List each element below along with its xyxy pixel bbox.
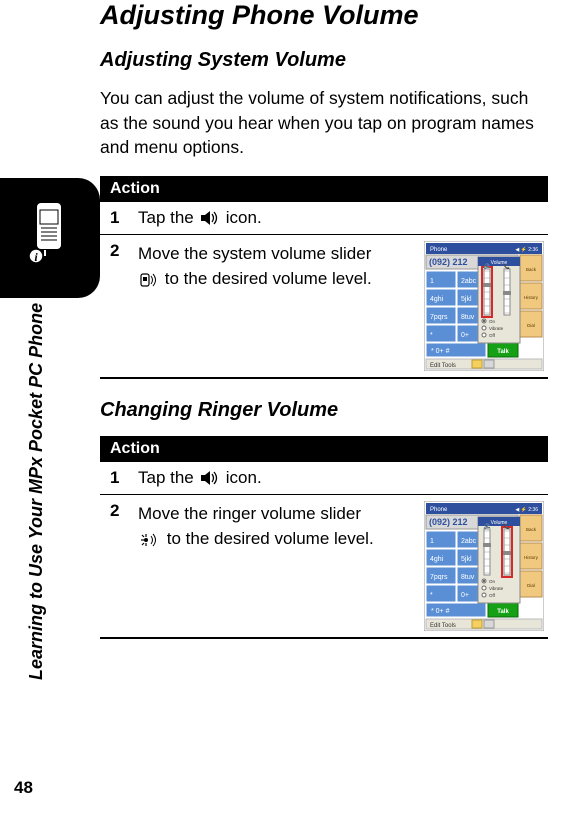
step-number: 2	[100, 234, 128, 378]
svg-text:2abc: 2abc	[461, 278, 477, 285]
svg-text:Vibrate: Vibrate	[489, 326, 504, 331]
table-header-row: Action	[100, 176, 548, 202]
svg-text:0+: 0+	[461, 332, 469, 339]
svg-text:History: History	[524, 295, 539, 300]
step-number: 1	[100, 462, 128, 495]
step2-line2: to the desired volume level.	[167, 529, 374, 548]
speaker-icon	[200, 211, 220, 225]
step2-line1: Move the system volume slider	[138, 244, 371, 263]
svg-text:(092) 212: (092) 212	[429, 257, 468, 267]
section1-intro: You can adjust the volume of system noti…	[100, 86, 548, 160]
svg-text:◀ ⚡ 2:36: ◀ ⚡ 2:36	[515, 246, 538, 253]
svg-text:Vibrate: Vibrate	[489, 586, 504, 591]
svg-text:Back: Back	[526, 267, 537, 272]
sidebar-tab: i	[0, 178, 100, 298]
main-title: Adjusting Phone Volume	[100, 0, 548, 31]
phone-screenshot-system: Phone ◀ ⚡ 2:36 (092) 212 Back History Dial 1 2a…	[424, 241, 544, 371]
svg-text:4ghi: 4ghi	[430, 556, 444, 563]
table-row: 1 Tap the icon.	[100, 202, 548, 235]
svg-text:Back: Back	[526, 527, 537, 532]
svg-text:* 0+ #: * 0+ #	[431, 608, 450, 615]
section-vertical-label: Learning to Use Your MPx Pocket PC Phone	[26, 303, 47, 680]
section1-title: Adjusting System Volume	[100, 49, 548, 72]
svg-text:5jkl: 5jkl	[461, 296, 472, 303]
svg-text:* 0+ #: * 0+ #	[431, 348, 450, 355]
svg-text:Edit Tools: Edit Tools	[430, 623, 456, 629]
action-header: Action	[100, 436, 548, 462]
action-header: Action	[100, 176, 548, 202]
section2-table: Action 1 Tap the icon.	[100, 436, 548, 639]
svg-text:Off: Off	[489, 593, 496, 598]
step-text: Tap the icon.	[128, 462, 548, 495]
svg-text:Dial: Dial	[527, 323, 535, 328]
page: i Learning to Use Your MPx Pocket PC Pho…	[0, 0, 581, 818]
svg-text:🔊: 🔊	[484, 523, 490, 530]
content-area: Adjusting Phone Volume Adjusting System …	[100, 0, 548, 639]
svg-text:History: History	[524, 555, 539, 560]
svg-text:1: 1	[430, 538, 434, 545]
svg-text:🔊: 🔊	[484, 263, 490, 270]
phone-screenshot-ringer: Phone ◀ ⚡ 2:36 (092) 212 Back History Dial 1 2a…	[424, 501, 544, 631]
step1-pre: Tap the	[138, 468, 194, 488]
step1-post: icon.	[226, 468, 262, 488]
svg-text:Edit Tools: Edit Tools	[430, 363, 456, 369]
svg-text:0+: 0+	[461, 592, 469, 599]
svg-text:8tuv: 8tuv	[461, 314, 475, 321]
step-text: Move the system volume slider to the des…	[128, 234, 548, 378]
step2-line1: Move the ringer volume slider	[138, 504, 361, 523]
svg-text:📞: 📞	[504, 523, 511, 530]
step1-post: icon.	[226, 208, 262, 228]
svg-text:(092) 212: (092) 212	[429, 517, 468, 527]
step-text: Tap the icon.	[128, 202, 548, 235]
svg-text:◀ ⚡ 2:36: ◀ ⚡ 2:36	[515, 506, 538, 513]
svg-text:1: 1	[430, 278, 434, 285]
speaker-icon	[200, 471, 220, 485]
section2-title: Changing Ringer Volume	[100, 399, 548, 422]
svg-text:*: *	[430, 592, 433, 599]
svg-text:Phone: Phone	[430, 507, 448, 513]
step-number: 1	[100, 202, 128, 235]
svg-text:4ghi: 4ghi	[430, 296, 444, 303]
svg-text:Off: Off	[489, 333, 496, 338]
svg-text:7pqrs: 7pqrs	[430, 574, 448, 581]
svg-text:7pqrs: 7pqrs	[430, 314, 448, 321]
svg-text:Phone: Phone	[430, 247, 448, 253]
table-row: 2 Move the ringer volume slider	[100, 494, 548, 638]
step-number: 2	[100, 494, 128, 638]
svg-text:On: On	[489, 579, 496, 584]
section1-table: Action 1 Tap the icon.	[100, 176, 548, 379]
svg-text:2abc: 2abc	[461, 538, 477, 545]
svg-text:Talk: Talk	[497, 349, 509, 355]
page-number: 48	[14, 778, 33, 798]
table-header-row: Action	[100, 436, 548, 462]
svg-text:Talk: Talk	[497, 609, 509, 615]
step1-pre: Tap the	[138, 208, 194, 228]
svg-text:Dial: Dial	[527, 583, 535, 588]
svg-text:On: On	[489, 319, 496, 324]
ringer-slider-icon	[140, 532, 160, 548]
step-text: Move the ringer volume slider	[128, 494, 548, 638]
system-slider-icon	[140, 272, 158, 288]
svg-text:5jkl: 5jkl	[461, 556, 472, 563]
phone-tip-icon: i	[28, 200, 72, 264]
svg-text:*: *	[430, 332, 433, 339]
table-row: 2 Move the system volume slider	[100, 234, 548, 378]
step2-line2: to the desired volume level.	[165, 269, 372, 288]
table-row: 1 Tap the icon.	[100, 462, 548, 495]
svg-text:8tuv: 8tuv	[461, 574, 475, 581]
svg-text:📞: 📞	[504, 263, 511, 270]
